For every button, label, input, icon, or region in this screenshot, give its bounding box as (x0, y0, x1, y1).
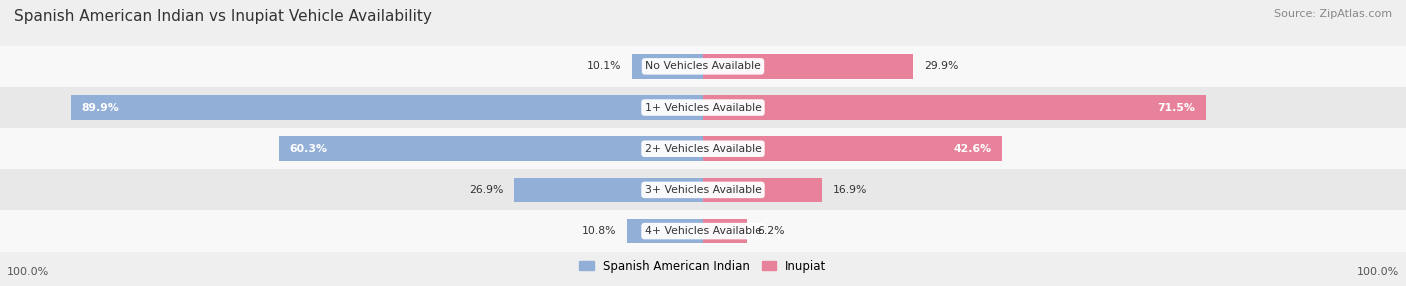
Bar (703, 95, 1206, 120)
Text: 42.6%: 42.6% (953, 144, 993, 154)
Text: No Vehicles Available: No Vehicles Available (645, 61, 761, 71)
Text: 16.9%: 16.9% (832, 185, 866, 195)
Bar (0, 128, 1406, 169)
Bar (0, 46, 1406, 87)
Text: Source: ZipAtlas.com: Source: ZipAtlas.com (1274, 9, 1392, 19)
Bar (0, 169, 1406, 210)
Bar (0, 87, 1406, 128)
Bar (703, 219, 747, 243)
Text: Spanish American Indian vs Inupiat Vehicle Availability: Spanish American Indian vs Inupiat Vehic… (14, 9, 432, 23)
Legend: Spanish American Indian, Inupiat: Spanish American Indian, Inupiat (575, 255, 831, 277)
Bar (703, 178, 821, 202)
Bar (278, 136, 703, 161)
Bar (70, 95, 703, 120)
Text: 1+ Vehicles Available: 1+ Vehicles Available (644, 103, 762, 112)
Text: 60.3%: 60.3% (290, 144, 328, 154)
Text: 6.2%: 6.2% (756, 226, 785, 236)
Text: 100.0%: 100.0% (1357, 267, 1399, 277)
Bar (703, 136, 1002, 161)
Bar (627, 219, 703, 243)
Bar (703, 54, 914, 79)
Text: 3+ Vehicles Available: 3+ Vehicles Available (644, 185, 762, 195)
Text: 4+ Vehicles Available: 4+ Vehicles Available (644, 226, 762, 236)
Text: 71.5%: 71.5% (1157, 103, 1195, 112)
Text: 89.9%: 89.9% (82, 103, 120, 112)
Bar (633, 54, 703, 79)
Text: 29.9%: 29.9% (924, 61, 957, 71)
Bar (0, 210, 1406, 252)
Bar (515, 178, 703, 202)
Text: 100.0%: 100.0% (7, 267, 49, 277)
Text: 10.8%: 10.8% (582, 226, 616, 236)
Text: 26.9%: 26.9% (470, 185, 503, 195)
Text: 2+ Vehicles Available: 2+ Vehicles Available (644, 144, 762, 154)
Text: 10.1%: 10.1% (586, 61, 621, 71)
